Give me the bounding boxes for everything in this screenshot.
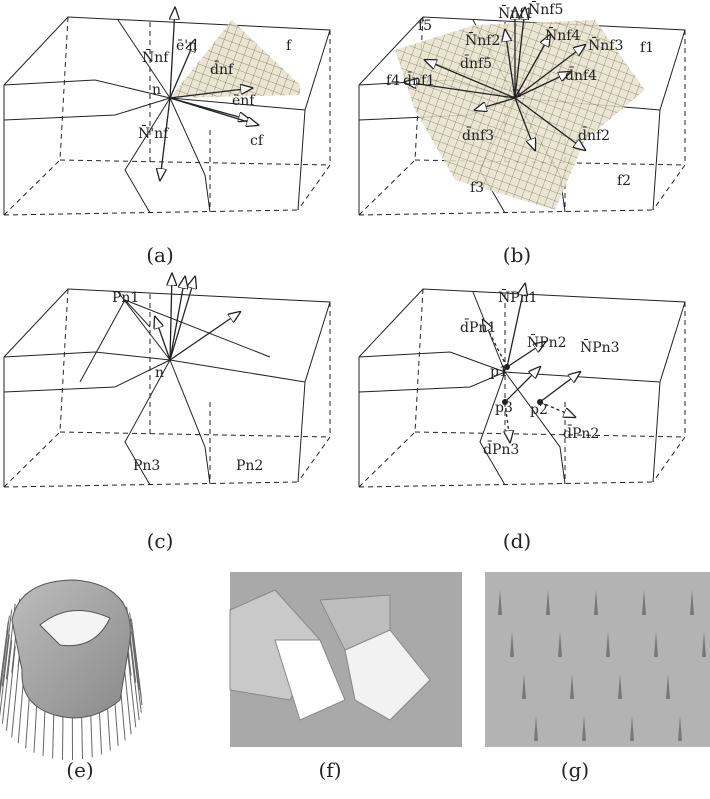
- label: Pn1: [112, 290, 139, 306]
- hidden-edge: [4, 210, 298, 215]
- surface-edge: [505, 372, 660, 382]
- hidden-edge: [298, 165, 330, 210]
- label: N̄Pn1: [498, 288, 538, 306]
- surface-edge: [170, 360, 210, 484]
- label: Pn2: [236, 458, 263, 474]
- label: ēnf: [232, 93, 256, 109]
- label: N̄nf5: [528, 0, 563, 18]
- caption: (b): [503, 243, 531, 267]
- box: [359, 284, 685, 487]
- figure: N̄nfē'nfnd̄nfēnfN̄'nfcfN̄nf1N̄nf5N̄nf2N̄…: [0, 0, 710, 795]
- label: d̄nf5: [460, 54, 492, 72]
- hidden-edge: [298, 437, 330, 482]
- surface-edge: [4, 360, 170, 392]
- label: N̄nf2: [465, 31, 500, 49]
- label: n: [152, 82, 161, 98]
- surface-edge: [505, 372, 565, 484]
- hidden-edge: [4, 432, 60, 487]
- bg: [485, 572, 710, 747]
- surface-edge: [170, 360, 305, 382]
- hidden-edge: [4, 482, 298, 487]
- render-f: [230, 572, 462, 747]
- edge: [4, 17, 330, 210]
- label: f5: [418, 18, 432, 34]
- label: f: [286, 38, 293, 54]
- pointer: [125, 300, 270, 357]
- spike: [0, 616, 9, 694]
- caption: (c): [147, 529, 174, 553]
- box: [4, 274, 330, 487]
- hidden-edge: [359, 160, 415, 215]
- box: [359, 8, 685, 215]
- caption: (f): [318, 758, 341, 782]
- label: N̄nf3: [588, 36, 623, 54]
- label: N̄Pn3: [580, 338, 620, 356]
- label: N̄'nf: [138, 124, 170, 142]
- box: [4, 8, 330, 215]
- label: f4: [386, 73, 400, 89]
- label: ē'n: [176, 38, 197, 54]
- edge: [4, 289, 330, 482]
- hidden-edge: [60, 160, 330, 165]
- render-g: [485, 572, 710, 747]
- caption: (a): [146, 243, 174, 267]
- surface-edge: [359, 352, 505, 372]
- caption: (d): [503, 529, 531, 553]
- label: p3: [495, 400, 513, 416]
- label: f3: [470, 180, 484, 196]
- label: N̄Pn2: [527, 333, 567, 351]
- label: f1: [640, 40, 654, 56]
- label: n: [155, 365, 164, 381]
- hidden-edge: [415, 289, 423, 432]
- hidden-edge: [4, 160, 60, 215]
- label: N̄nf: [142, 48, 170, 66]
- surface-edge: [4, 98, 170, 120]
- hidden-edge: [653, 165, 685, 210]
- surface-edge: [4, 80, 170, 98]
- label: d̄Pn2: [563, 424, 599, 442]
- hidden-edge: [359, 482, 653, 487]
- hidden-edge: [359, 432, 415, 487]
- surface-edge: [480, 372, 505, 485]
- pointer: [80, 300, 150, 382]
- label: d̄nf1: [403, 71, 435, 89]
- label: d̄Pn3: [483, 440, 519, 458]
- hidden-edge: [60, 432, 330, 437]
- vector: [170, 8, 175, 98]
- label: d̄nf2: [578, 126, 610, 144]
- vector: [155, 317, 170, 360]
- caption: (e): [66, 758, 93, 782]
- hidden-edge: [60, 289, 68, 432]
- tangent-plane: [170, 20, 300, 98]
- vector: [540, 372, 580, 402]
- label: d̄nf4: [565, 66, 597, 84]
- body: [12, 580, 130, 718]
- render-e: [0, 580, 142, 760]
- vector: [170, 312, 240, 360]
- surface-edge: [359, 372, 505, 392]
- surface-edge: [170, 98, 210, 212]
- label: n: [512, 85, 521, 101]
- caption: (g): [561, 758, 589, 782]
- surface-edge: [4, 352, 170, 360]
- label: d̄Pn1: [460, 318, 496, 336]
- hidden-edge: [60, 17, 68, 160]
- label: N̄nf4: [545, 26, 580, 44]
- label: Pn3: [133, 458, 160, 474]
- label: f2: [617, 173, 631, 189]
- hidden-edge: [653, 437, 685, 482]
- label: d̄nf3: [462, 126, 494, 144]
- label: p2: [530, 402, 548, 418]
- label: d̄nf: [210, 60, 235, 78]
- label: cf: [250, 133, 265, 149]
- label: p1: [490, 364, 508, 380]
- hidden-edge: [359, 210, 653, 215]
